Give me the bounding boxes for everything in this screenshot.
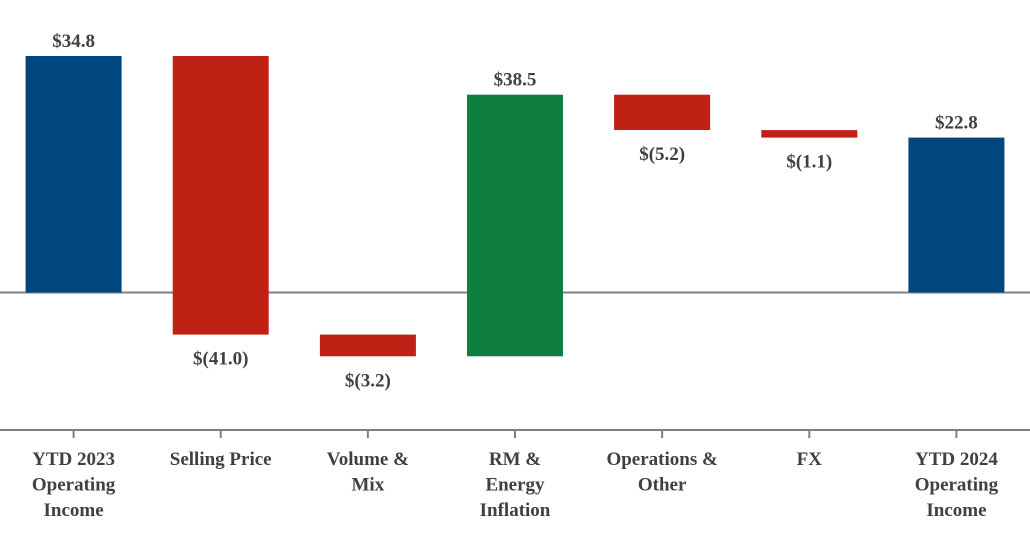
category-label-3: Volume & Mix bbox=[327, 449, 409, 496]
category-label-5: Operations & Other bbox=[606, 449, 717, 496]
value-label-6: $(1.1) bbox=[786, 152, 832, 173]
bar-1 bbox=[25, 56, 122, 293]
value-label-4: $38.5 bbox=[494, 70, 537, 91]
bar-4 bbox=[467, 94, 563, 357]
bar-3 bbox=[319, 334, 416, 357]
bar-2 bbox=[172, 56, 269, 335]
bar-7 bbox=[908, 137, 1005, 293]
category-label-1: YTD 2023 Operating Income bbox=[32, 449, 116, 521]
category-label-2: Selling Price bbox=[170, 449, 272, 470]
value-label-3: $(3.2) bbox=[345, 370, 391, 391]
category-label-4: RM & Energy Inflation bbox=[480, 449, 551, 521]
value-label-7: $22.8 bbox=[935, 113, 978, 134]
category-label-6: FX bbox=[797, 449, 823, 470]
value-label-1: $34.8 bbox=[52, 31, 95, 52]
bar-5 bbox=[614, 94, 711, 130]
category-label-7: YTD 2024 Operating Income bbox=[915, 449, 999, 521]
bar-6 bbox=[761, 130, 858, 138]
value-label-5: $(5.2) bbox=[639, 144, 685, 165]
value-label-2: $(41.0) bbox=[193, 349, 248, 370]
